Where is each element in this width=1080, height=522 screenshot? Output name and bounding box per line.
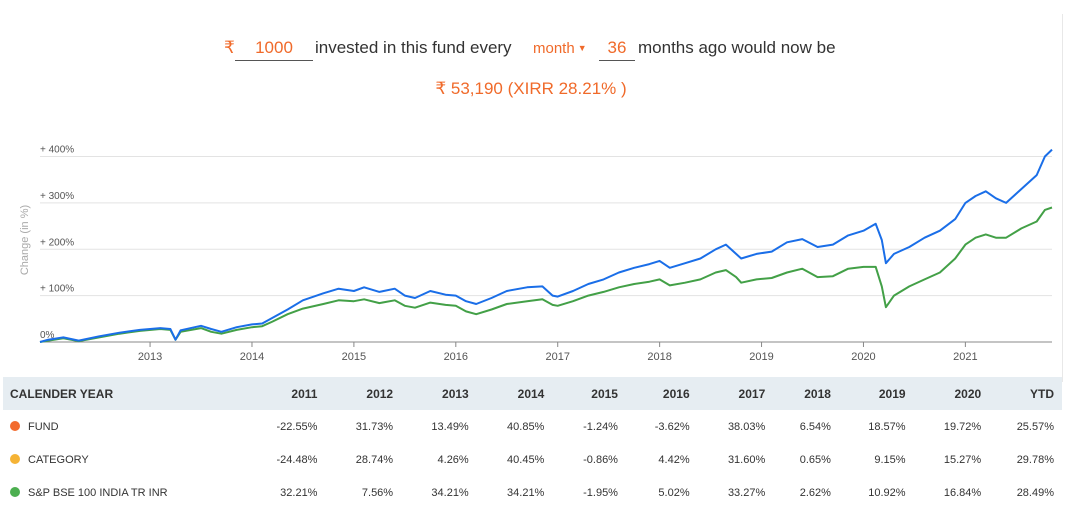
table-cell: 5.02%: [658, 486, 690, 499]
y-tick-label: + 400%: [40, 145, 74, 156]
table-cell: 2.62%: [799, 486, 831, 499]
y-tick-label: + 200%: [40, 237, 74, 248]
table-cell: 34.21%: [431, 486, 469, 499]
x-tick-label: 2014: [240, 351, 264, 363]
table-cell: 28.74%: [355, 453, 394, 466]
table-cell: 9.15%: [874, 453, 906, 466]
column-header-year: 2020: [954, 386, 982, 401]
text-after-months: months ago would now be: [638, 38, 836, 57]
table-cell: -22.55%: [276, 420, 318, 433]
table-cell: 19.72%: [943, 420, 982, 433]
table-cell: 4.42%: [658, 453, 690, 466]
y-tick-label: + 300%: [40, 191, 74, 202]
table-cell: -1.24%: [583, 420, 618, 433]
calendar-year-performance-table: CALENDER YEAR 2011 2012 2013 2014 2015 2…: [3, 377, 1062, 509]
table-cell: 32.21%: [280, 486, 318, 499]
benchmark-legend-dot-icon: [10, 486, 20, 497]
amount-input[interactable]: [235, 36, 313, 61]
table-cell: 16.84%: [943, 486, 982, 499]
column-header-year: 2016: [662, 386, 690, 401]
column-header-year: 2014: [517, 386, 545, 401]
x-tick-label: 2021: [953, 351, 977, 363]
column-header-ytd: YTD: [1030, 386, 1054, 401]
sip-calculator: ₹ invested in this fund every month▼ mon…: [0, 34, 1080, 64]
table-cell: 28.49%: [1016, 486, 1054, 499]
row-label: FUND: [3, 410, 252, 443]
table-cell: 34.21%: [507, 486, 545, 499]
table-cell: -3.62%: [654, 420, 690, 433]
table-cell: 7.56%: [361, 486, 394, 499]
table-cell: 15.27%: [943, 453, 982, 466]
table-cell: 40.85%: [507, 420, 545, 433]
x-tick-label: 2013: [138, 351, 162, 363]
category-legend-dot-icon: [10, 453, 20, 464]
text-before-frequency: invested in this fund every: [315, 38, 512, 57]
column-header-year: 2017: [738, 386, 766, 401]
frequency-dropdown[interactable]: month ▼: [533, 40, 587, 57]
x-tick-label: 2016: [444, 351, 468, 363]
x-tick-label: 2020: [851, 351, 875, 363]
y-tick-label: 0%: [40, 330, 55, 341]
table-cell: 38.03%: [727, 420, 766, 433]
fund-legend-dot-icon: [10, 420, 20, 431]
y-tick-label: + 100%: [40, 284, 74, 295]
growth-chart: 0% + 100% + 200% + 300% + 400% 2013 2014 2015 20…: [19, 145, 1053, 363]
column-header-year: 2015: [591, 386, 618, 401]
table-cell: 33.27%: [727, 486, 766, 499]
row-label: S&P BSE 100 INDIA TR INR: [3, 476, 252, 509]
table-cell: -0.86%: [583, 453, 618, 466]
table-row-fund: FUND -22.55% 31.73% 13.49% 40.85% -1.24%…: [3, 410, 1062, 443]
row-label: CATEGORY: [3, 443, 252, 476]
x-tick-label: 2018: [647, 351, 671, 363]
caret-down-icon: ▼: [577, 43, 587, 53]
column-header-year: 2012: [366, 386, 394, 401]
series-line-fund: [39, 148, 1053, 343]
row-name: S&P BSE 100 INDIA TR INR: [28, 486, 168, 499]
y-axis-title: Change (in %): [19, 205, 31, 275]
row-name: FUND: [28, 420, 59, 433]
table-cell: 13.49%: [431, 420, 469, 433]
x-tick-label: 2017: [545, 351, 569, 363]
series-line-benchmark: [39, 206, 1053, 343]
frequency-value: month: [533, 40, 575, 57]
column-header-calendar-year: CALENDER YEAR: [10, 386, 114, 401]
row-name: CATEGORY: [28, 453, 89, 466]
right-border: [1062, 14, 1063, 382]
column-header-year: 2018: [804, 386, 831, 401]
table-cell: 29.78%: [1016, 453, 1054, 466]
column-header-year: 2013: [442, 386, 469, 401]
table-cell: -1.95%: [583, 486, 618, 499]
table-cell: 31.73%: [355, 420, 394, 433]
table-cell: -24.48%: [276, 453, 318, 466]
table-cell: 18.57%: [868, 420, 906, 433]
table-cell: 25.57%: [1016, 420, 1054, 433]
currency-symbol: ₹: [224, 38, 235, 57]
months-input[interactable]: [599, 36, 635, 61]
table-cell: 4.26%: [437, 453, 469, 466]
sip-result: ₹ 53,190 (XIRR 28.21% ): [435, 79, 627, 98]
table-row-benchmark: S&P BSE 100 INDIA TR INR 32.21% 7.56% 34…: [3, 476, 1062, 509]
table-cell: 31.60%: [727, 453, 766, 466]
table-cell: 40.45%: [507, 453, 545, 466]
column-header-year: 2011: [291, 386, 318, 401]
table-cell: 0.65%: [799, 453, 831, 466]
x-tick-label: 2015: [342, 351, 366, 363]
table-row-category: CATEGORY -24.48% 28.74% 4.26% 40.45% -0.…: [3, 443, 1062, 476]
column-header-year: 2019: [878, 386, 906, 401]
x-tick-label: 2019: [749, 351, 773, 363]
table-cell: 6.54%: [799, 420, 831, 433]
table-header-row: CALENDER YEAR 2011 2012 2013 2014 2015 2…: [3, 377, 1062, 410]
table-cell: 10.92%: [868, 486, 906, 499]
